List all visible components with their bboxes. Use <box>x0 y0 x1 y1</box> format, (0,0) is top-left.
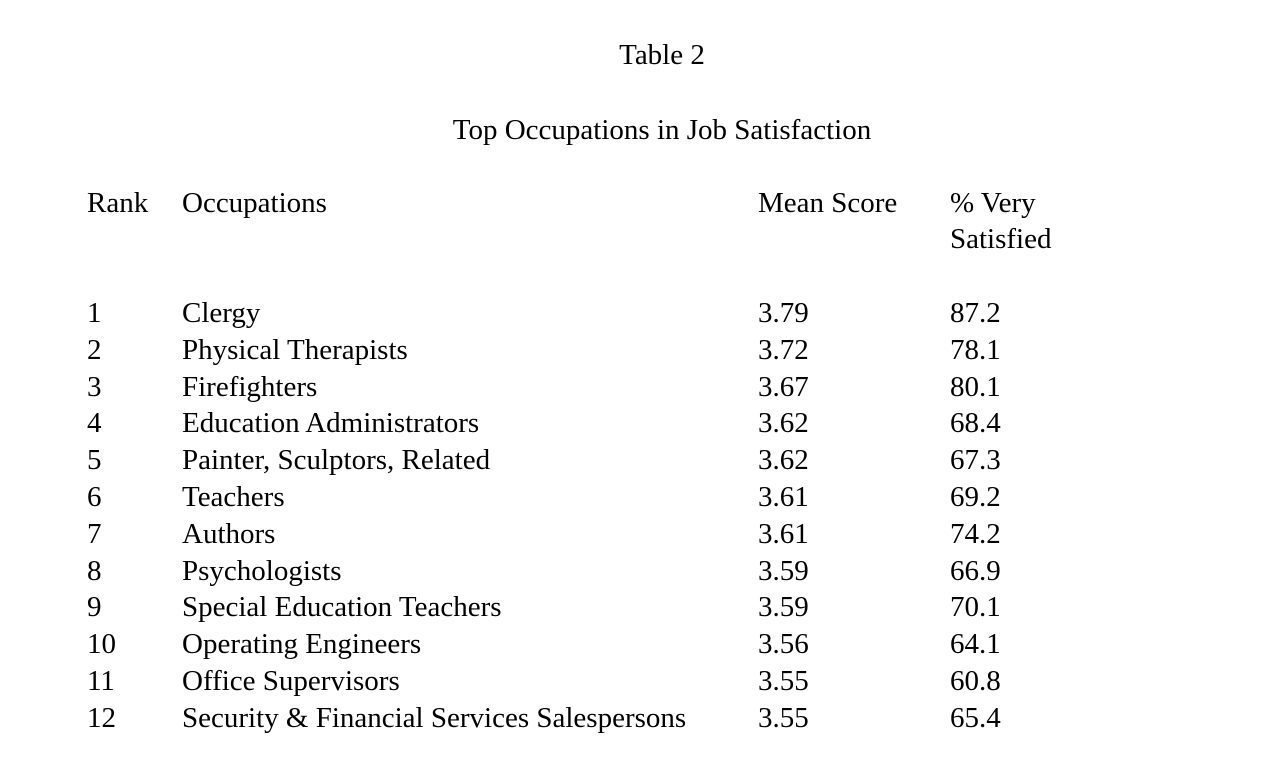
cell-percent: 87.2 <box>950 297 1001 329</box>
table-row: 10 Operating Engineers 3.56 64.1 <box>0 626 1278 663</box>
cell-percent: 78.1 <box>950 333 1001 366</box>
table-row: 1 Clergy 3.79 87.2 <box>0 295 1278 332</box>
cell-rank: 4 <box>87 407 102 440</box>
cell-rank: 5 <box>87 444 102 477</box>
table-row: 9 Special Education Teachers 3.59 70.1 <box>0 589 1278 626</box>
cell-mean-score: 3.56 <box>758 628 809 661</box>
cell-mean-score: 3.62 <box>758 407 809 440</box>
table-row: 4 Education Administrators 3.62 68.4 <box>0 405 1278 442</box>
table-title: Top Occupations in Job Satisfaction <box>452 114 872 146</box>
cell-rank: 10 <box>87 628 116 661</box>
table-row: 12 Security & Financial Services Salespe… <box>0 700 1278 737</box>
table-row: 8 Psychologists 3.59 66.9 <box>0 553 1278 590</box>
cell-occupation: Education Administrators <box>182 407 480 440</box>
cell-rank: 1 <box>87 297 102 329</box>
cell-occupation: Office Supervisors <box>182 664 400 697</box>
cell-occupation: Teachers <box>182 480 285 513</box>
cell-occupation: Special Education Teachers <box>182 591 502 624</box>
cell-mean-score: 3.59 <box>758 554 809 587</box>
header-occupations: Occupations <box>182 187 327 219</box>
cell-percent: 70.1 <box>950 591 1001 624</box>
table-row: 2 Physical Therapists 3.72 78.1 <box>0 332 1278 369</box>
table-row: 5 Painter, Sculptors, Related 3.62 67.3 <box>0 442 1278 479</box>
cell-occupation: Authors <box>182 517 276 550</box>
cell-rank: 8 <box>87 554 102 587</box>
header-mean-score: Mean Score <box>758 187 898 219</box>
cell-percent: 66.9 <box>950 554 1001 587</box>
cell-mean-score: 3.55 <box>758 701 809 734</box>
cell-rank: 7 <box>87 517 102 550</box>
cell-percent: 80.1 <box>950 370 1001 403</box>
cell-mean-score: 3.61 <box>758 517 809 550</box>
cell-rank: 6 <box>87 480 102 513</box>
cell-percent: 74.2 <box>950 517 1001 550</box>
table-row: 11 Office Supervisors 3.55 60.8 <box>0 663 1278 700</box>
cell-occupation: Operating Engineers <box>182 628 422 661</box>
header-percent-very-satisfied: % Very Satisfied <box>950 185 1052 257</box>
cell-rank: 2 <box>87 333 102 366</box>
cell-percent: 64.1 <box>950 628 1001 661</box>
cell-mean-score: 3.67 <box>758 370 809 403</box>
cell-percent: 65.4 <box>950 701 1001 734</box>
cell-mean-score: 3.62 <box>758 444 809 477</box>
cell-percent: 69.2 <box>950 480 1001 513</box>
cell-occupation: Psychologists <box>182 554 342 587</box>
cell-rank: 9 <box>87 591 102 624</box>
cell-rank: 3 <box>87 370 102 403</box>
cell-occupation: Clergy <box>182 297 261 329</box>
table-header: Rank Occupations Mean Score % Very Satis… <box>0 185 1278 265</box>
table-number: Table 2 <box>619 39 705 71</box>
header-pct-line2: Satisfied <box>950 223 1052 255</box>
cell-occupation: Painter, Sculptors, Related <box>182 444 491 477</box>
cell-occupation: Firefighters <box>182 370 318 403</box>
cell-rank: 11 <box>87 664 115 697</box>
table-body: 1 Clergy 3.79 87.2 2 Physical Therapists… <box>0 295 1278 737</box>
cell-percent: 68.4 <box>950 407 1001 440</box>
table-row: 6 Teachers 3.61 69.2 <box>0 479 1278 516</box>
header-pct-line1: % Very <box>950 187 1036 219</box>
cell-percent: 60.8 <box>950 664 1001 697</box>
cell-mean-score: 3.79 <box>758 297 809 329</box>
cell-occupation: Security & Financial Services Salesperso… <box>182 701 687 734</box>
cell-occupation: Physical Therapists <box>182 333 408 366</box>
cell-mean-score: 3.55 <box>758 664 809 697</box>
cell-mean-score: 3.61 <box>758 480 809 513</box>
cell-mean-score: 3.59 <box>758 591 809 624</box>
cell-percent: 67.3 <box>950 444 1001 477</box>
cell-mean-score: 3.72 <box>758 333 809 366</box>
cell-rank: 12 <box>87 701 116 734</box>
table-row: 7 Authors 3.61 74.2 <box>0 516 1278 553</box>
table-row: 3 Firefighters 3.67 80.1 <box>0 369 1278 406</box>
header-rank: Rank <box>87 187 149 219</box>
